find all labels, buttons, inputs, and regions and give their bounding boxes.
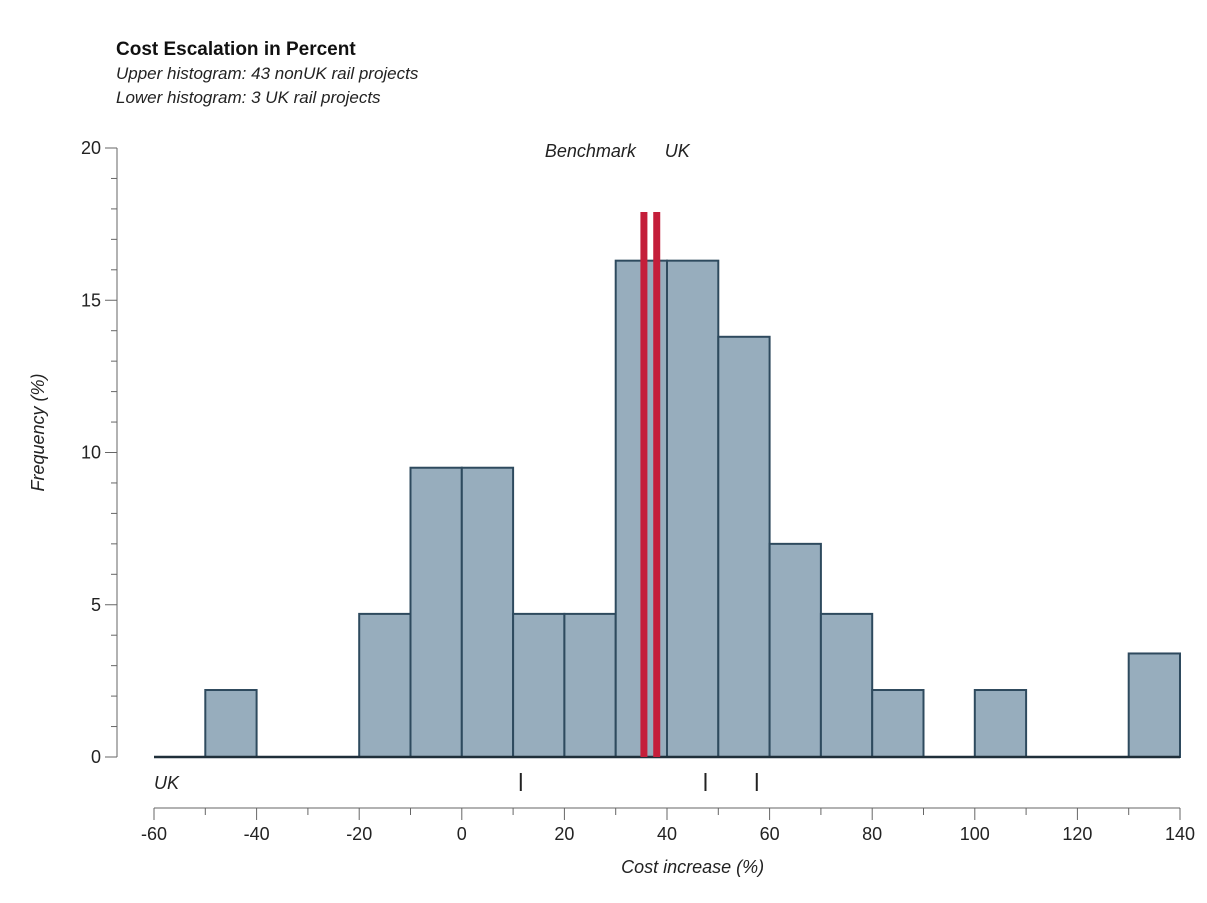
x-tick-label: -60 bbox=[141, 824, 167, 844]
chart-header: Cost Escalation in Percent Upper histogr… bbox=[116, 38, 418, 110]
chart-subtitle-lower: Lower histogram: 3 UK rail projects bbox=[116, 88, 381, 107]
x-axis-label: Cost increase (%) bbox=[621, 857, 764, 877]
reference-lines: Benchmark UK bbox=[545, 141, 691, 757]
x-tick-label: 0 bbox=[457, 824, 467, 844]
y-tick-label: 10 bbox=[81, 443, 101, 463]
histogram-bar bbox=[666, 259, 720, 758]
x-axis: -60 -40 -20 0 20 40 60 80 100 120 140 bbox=[141, 807, 1195, 844]
x-tick-label: 120 bbox=[1062, 824, 1092, 844]
histogram-bar bbox=[204, 689, 258, 759]
histogram-bar bbox=[1127, 652, 1181, 758]
y-tick-label: 5 bbox=[91, 595, 101, 615]
x-tick-label: 80 bbox=[862, 824, 882, 844]
histogram-bar bbox=[512, 612, 566, 759]
chart-title: Cost Escalation in Percent bbox=[116, 39, 356, 60]
histogram-bar bbox=[717, 335, 771, 758]
x-tick-label: 60 bbox=[760, 824, 780, 844]
y-tick-label: 0 bbox=[91, 747, 101, 767]
x-tick-label: 100 bbox=[960, 824, 990, 844]
y-axis-label: Frequency (%) bbox=[28, 373, 48, 491]
y-tick-label: 20 bbox=[81, 138, 101, 158]
histogram-bars bbox=[204, 259, 1181, 759]
histogram-bar bbox=[460, 466, 515, 758]
y-tick-label: 15 bbox=[81, 290, 101, 310]
x-tick-label: 20 bbox=[554, 824, 574, 844]
x-tick-label: -20 bbox=[346, 824, 372, 844]
chart-subtitle-upper: Upper histogram: 43 nonUK rail projects bbox=[116, 64, 419, 83]
histogram-bar bbox=[358, 612, 412, 759]
histogram-bar bbox=[871, 689, 925, 759]
histogram-bar bbox=[409, 466, 463, 758]
uk-row-label: UK bbox=[154, 773, 180, 793]
y-axis: 0 5 10 15 20 bbox=[81, 138, 118, 767]
reference-label-benchmark: Benchmark bbox=[545, 141, 637, 161]
histogram-bar bbox=[563, 612, 617, 759]
histogram-bar bbox=[973, 689, 1028, 759]
x-tick-label: 140 bbox=[1165, 824, 1195, 844]
histogram-bar bbox=[819, 612, 874, 759]
reference-label-uk: UK bbox=[665, 141, 691, 161]
x-tick-label: 40 bbox=[657, 824, 677, 844]
uk-project-row: UK bbox=[154, 773, 758, 793]
x-tick-label: -40 bbox=[244, 824, 270, 844]
histogram-bar bbox=[768, 542, 822, 758]
